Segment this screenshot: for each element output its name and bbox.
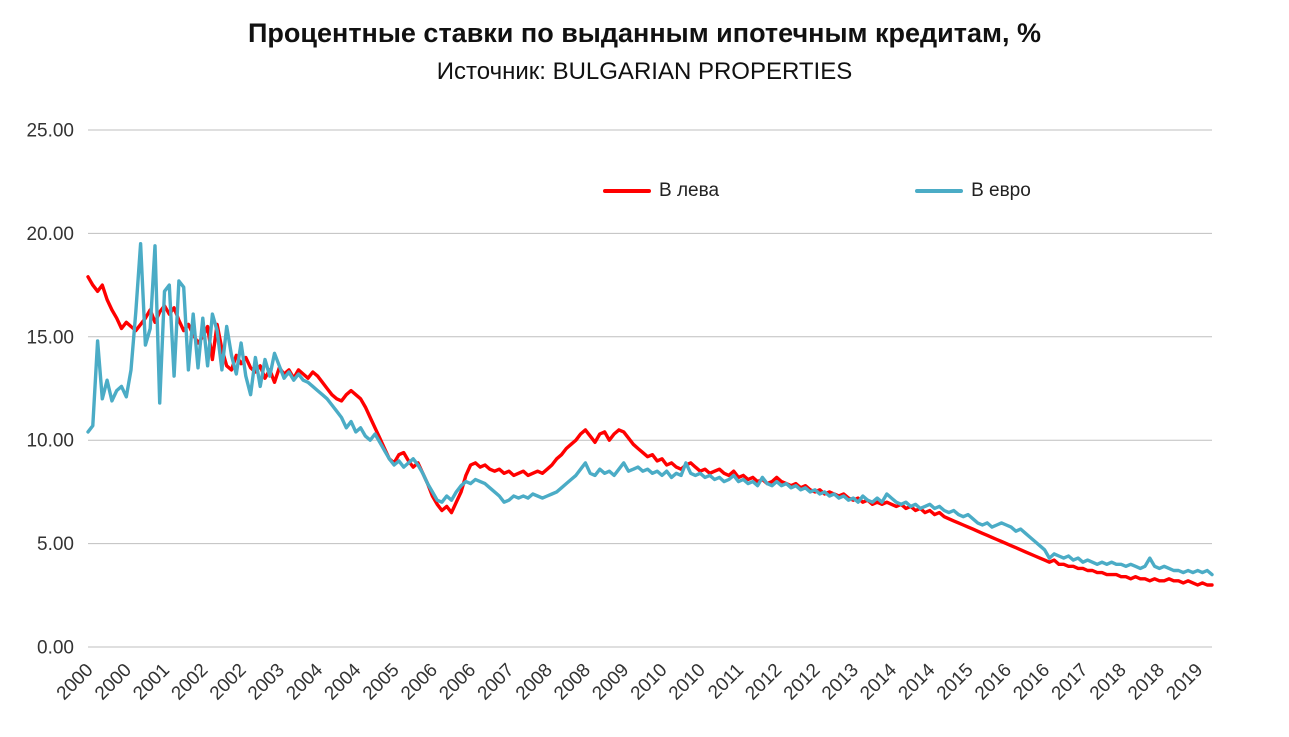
x-axis-label: 2018 xyxy=(1124,660,1169,705)
legend-swatch-euro-icon xyxy=(915,189,964,193)
x-axis-label: 2004 xyxy=(321,659,366,704)
legend-item-euro: В евро xyxy=(915,180,1031,202)
x-axis-label: 2006 xyxy=(397,660,442,705)
x-axis-label: 2002 xyxy=(168,660,213,705)
x-axis-label: 2004 xyxy=(282,659,327,704)
y-axis-label: 20.00 xyxy=(26,224,74,245)
x-axis-label: 2009 xyxy=(588,660,633,705)
x-axis-label: 2016 xyxy=(971,660,1016,705)
x-axis-label: 2014 xyxy=(856,659,901,704)
y-axis-label: 0.00 xyxy=(37,638,74,659)
x-axis-label: 2000 xyxy=(91,660,136,705)
x-axis-label: 2013 xyxy=(818,660,863,705)
x-axis-label: 2017 xyxy=(1048,660,1093,705)
series-line-euro xyxy=(86,241,1214,577)
x-axis-label: 2015 xyxy=(933,660,978,705)
x-axis-label: 2005 xyxy=(359,660,404,705)
x-axis-label: 2003 xyxy=(244,660,289,705)
legend-label-leva: В лева xyxy=(659,180,720,201)
x-axis-label: 2002 xyxy=(206,660,251,705)
x-axis-label: 2001 xyxy=(129,660,174,705)
x-axis-label: 2014 xyxy=(895,659,940,704)
x-axis-label: 2011 xyxy=(704,660,748,704)
x-axis-label: 2019 xyxy=(1162,660,1207,705)
legend: В лева В евро xyxy=(603,180,1031,202)
x-axis-label: 2012 xyxy=(741,660,786,705)
x-axis-label: 2007 xyxy=(474,660,519,705)
x-axis-label: 2012 xyxy=(780,660,825,705)
legend-label-euro: В евро xyxy=(971,180,1031,201)
chart-subtitle: Источник: BULGARIAN PROPERTIES xyxy=(436,58,853,85)
x-axis-label: 2010 xyxy=(665,660,710,705)
y-axis-label: 10.00 xyxy=(26,431,74,452)
y-axis-label: 5.00 xyxy=(37,534,74,555)
x-axis-label: 2000 xyxy=(53,660,98,705)
x-axis-label: 2008 xyxy=(512,660,557,705)
x-axis-label: 2016 xyxy=(1009,660,1054,705)
x-axis-label: 2018 xyxy=(1086,660,1131,705)
x-axis-label: 2010 xyxy=(627,660,672,705)
y-axis-label: 15.00 xyxy=(26,327,74,348)
series-line-leva xyxy=(86,275,1214,587)
x-axis-label: 2006 xyxy=(435,660,480,705)
x-axis-label: 2008 xyxy=(550,660,595,705)
legend-swatch-leva-icon xyxy=(603,189,651,193)
chart-title: Процентные ставки по выданным ипотечным … xyxy=(248,18,1041,48)
legend-item-leva: В лева xyxy=(603,180,719,202)
y-axis-label: 25.00 xyxy=(26,121,74,142)
